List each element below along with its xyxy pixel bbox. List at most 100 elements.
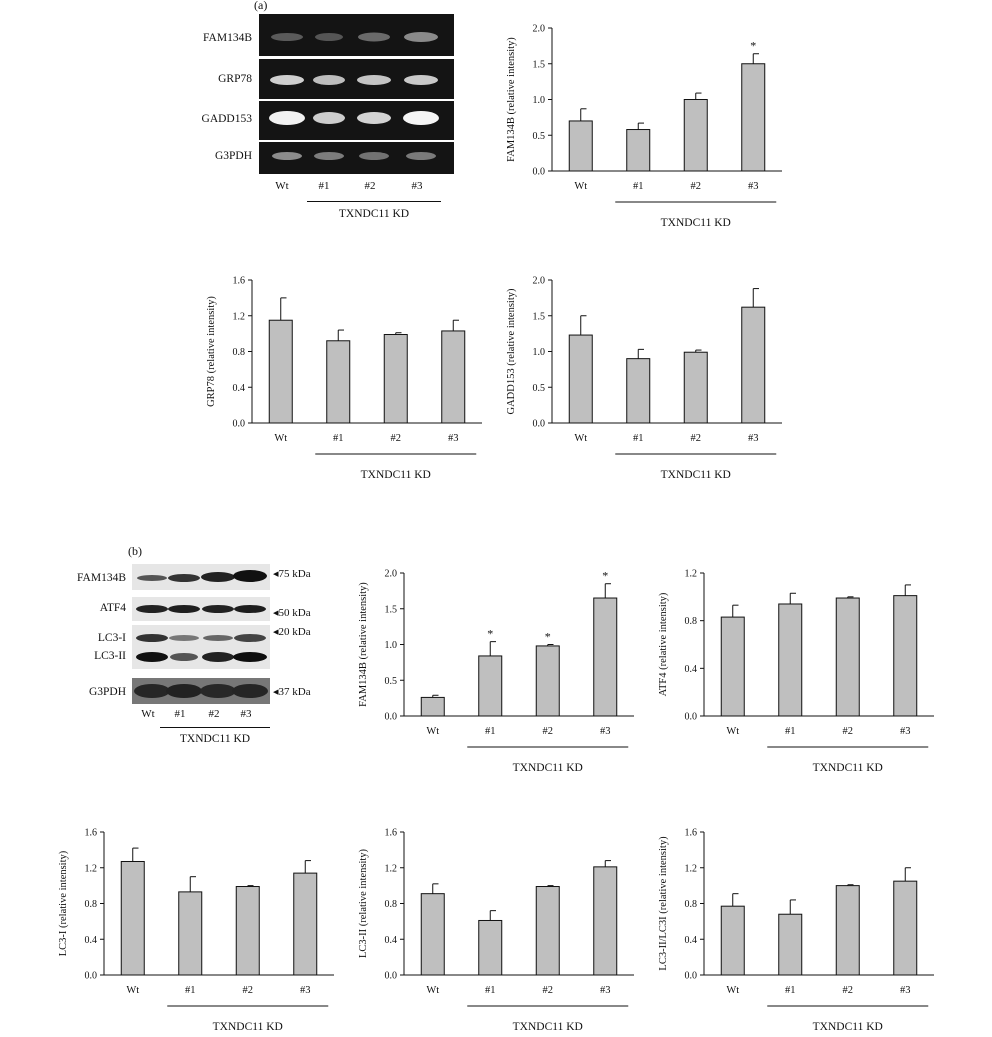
bar [835,597,860,717]
y-axis-label: LC3-II/LC3I (relative intensity) [658,836,669,971]
x-tick-label: #2 [543,985,554,996]
x-tick-label: #1 [485,726,496,737]
y-tick-label: 2.0 [533,276,546,287]
lane-label-2: #2 [364,180,376,192]
marker-37kda: ◂37 kDa [273,686,311,698]
y-axis-label: LC3-II (relative intensity) [358,848,369,958]
band-label-lc3-i: LC3-I [97,632,126,644]
x-tick-label: #3 [748,433,759,444]
x-tick-label: #3 [600,985,611,996]
significance-mark: * [602,569,608,583]
bar-chart-b-lc3-i: 0.0 0.4 0.8 1.2 1.6 LC3-I (relative intensity… [58,828,334,1033]
y-tick-label: 0.5 [533,383,546,394]
y-tick-label: 0.5 [385,676,398,687]
y-tick-label: 0.0 [385,971,398,982]
y-tick-label: 0.0 [533,167,546,178]
bar-chart-a-fam134b: 0.0 0.5 1.0 1.5 2.0 FAM134B (relative intensi… [506,24,782,229]
y-tick-label: 0.4 [385,935,398,946]
bar [683,351,708,424]
x-tick-label: #2 [843,726,854,737]
x-tick-label: #1 [785,726,796,737]
bar [120,860,145,976]
lane-label-wt: Wt [141,708,155,720]
marker-20kda: ◂20 kDa [273,626,311,638]
kd-group-line [307,201,441,202]
x-tick-label: Wt [574,181,587,192]
bar [893,880,918,976]
bar [478,919,503,976]
x-tick-label: #1 [185,985,196,996]
y-tick-label: 0.0 [385,712,398,723]
bar [478,655,503,717]
bar [235,886,260,976]
significance-mark: * [487,627,493,641]
x-tick-label: #2 [843,985,854,996]
bar-chart-b-fam134b: 0.0 0.5 1.0 1.5 2.0 FAM134B (relative intensi… [358,569,634,774]
y-tick-label: 0.0 [533,419,546,430]
y-tick-label: 0.8 [685,899,698,910]
y-tick-label: 1.6 [85,828,98,839]
lane-label-1: #1 [318,180,330,192]
y-tick-label: 1.2 [85,863,98,874]
y-tick-label: 2.0 [385,569,398,580]
kd-group-label: TXNDC11 KD [661,469,731,481]
y-tick-label: 1.6 [233,276,246,287]
panel-b-label: (b) [128,544,142,558]
blot-strip-g3pdh [132,678,270,704]
kd-group-line [160,727,270,728]
bar [441,330,466,424]
bar [720,905,745,976]
x-tick-label: Wt [726,985,739,996]
x-tick-label: #1 [333,433,344,444]
y-tick-label: 2.0 [533,24,546,35]
bar-chart-a-gadd153: 0.0 0.5 1.0 1.5 2.0 GADD153 (relative intensi… [506,276,782,481]
band-label-g3pdh: G3PDH [214,150,252,162]
gel-strip-gadd153 [259,101,454,140]
bar [568,120,593,172]
panel-a-label: (a) [254,0,268,12]
y-tick-label: 0.4 [685,664,698,675]
x-tick-label: #2 [543,726,554,737]
y-tick-label: 1.2 [233,311,246,322]
x-tick-label: Wt [426,985,439,996]
band-label-g3pdh: G3PDH [88,686,126,698]
blot-strip-lc3 [132,625,270,669]
lane-label-1: #1 [174,708,186,720]
x-tick-label: Wt [574,433,587,444]
band-label-atf4: ATF4 [99,602,126,614]
y-tick-label: 1.0 [385,640,398,651]
band-label-lc3-ii: LC3-II [94,650,126,662]
gel-strip-g3pdh [259,142,454,174]
y-tick-label: 0.0 [233,419,246,430]
bar [593,597,618,717]
y-tick-label: 1.6 [685,828,698,839]
y-tick-label: 0.4 [685,935,698,946]
marker-75kda: ◂75 kDa [273,568,311,580]
y-tick-label: 0.8 [385,899,398,910]
bar-chart-b-lc3-ii: 0.0 0.4 0.8 1.2 1.6 LC3-II (relative intensit… [358,828,634,1033]
lane-label-wt: Wt [275,180,289,192]
bar [383,334,408,424]
y-axis-label: GRP78 (relative intensity) [206,296,217,407]
gel-strip-grp78 [259,59,454,99]
bar [835,885,860,976]
x-tick-label: #2 [243,985,254,996]
bar [268,319,293,424]
marker-50kda: ◂50 kDa [273,607,311,619]
x-tick-label: #3 [448,433,459,444]
y-tick-label: 0.4 [85,935,98,946]
y-tick-label: 1.0 [533,347,546,358]
bar [293,872,318,976]
y-tick-label: 1.6 [385,828,398,839]
significance-mark: * [750,39,756,53]
y-tick-label: 1.2 [385,863,398,874]
band-label-fam134b: FAM134B [203,32,252,44]
y-tick-label: 0.0 [85,971,98,982]
x-tick-label: #3 [900,985,911,996]
bar [535,886,560,976]
bar [720,616,745,717]
x-tick-label: Wt [126,985,139,996]
y-tick-label: 0.8 [685,616,698,627]
x-tick-label: #3 [600,726,611,737]
x-tick-label: #3 [748,181,759,192]
